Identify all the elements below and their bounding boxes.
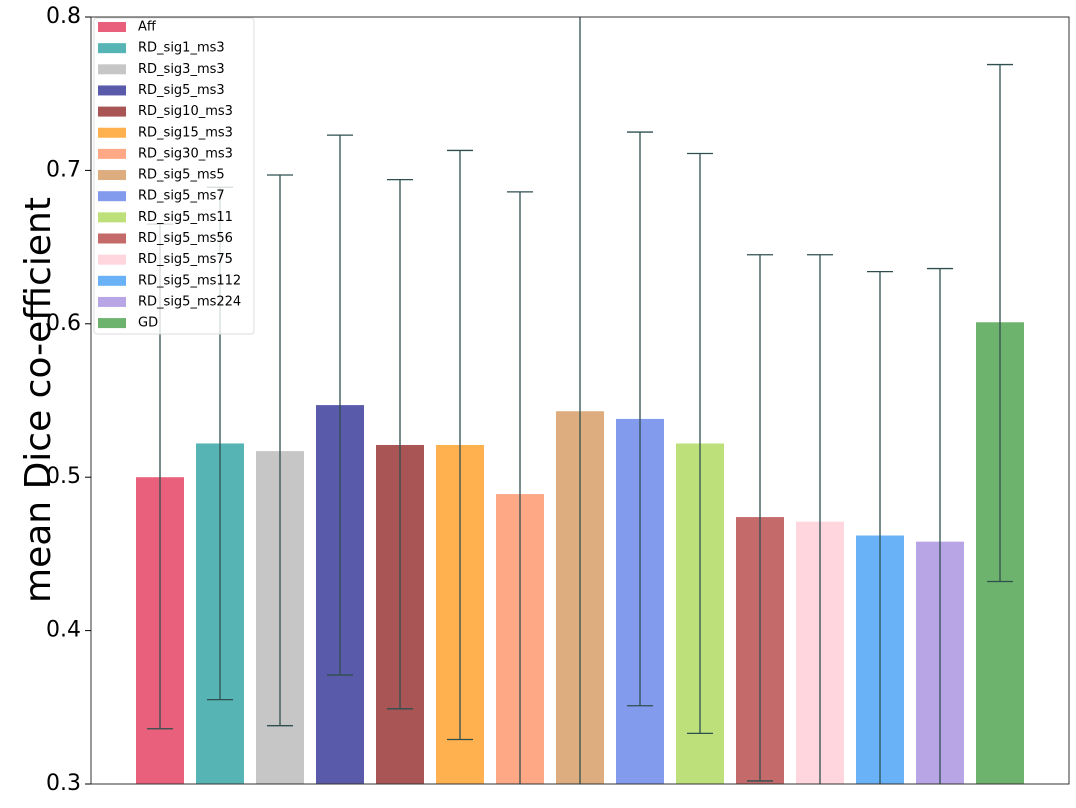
legend: Aff RD_sig1_ms3 RD_sig3_ms3 RD_sig5_ms3 RD_s… bbox=[93, 17, 255, 335]
legend-swatch bbox=[98, 43, 126, 54]
legend-label: RD_sig5_ms75 bbox=[138, 252, 233, 267]
legend-label: RD_sig10_ms3 bbox=[138, 104, 233, 119]
legend-label: RD_sig15_ms3 bbox=[138, 125, 233, 140]
legend-label: RD_sig5_ms7 bbox=[138, 189, 225, 204]
legend-swatch bbox=[98, 233, 126, 244]
legend-swatch bbox=[98, 170, 126, 181]
legend-swatch bbox=[98, 212, 126, 223]
error-bars-group bbox=[147, 17, 1013, 784]
y-tick-label: 0.4 bbox=[46, 618, 81, 643]
y-axis-label: mean Dice co-efficient bbox=[18, 197, 59, 603]
plot-frame bbox=[90, 16, 1070, 785]
legend-label: Aff bbox=[138, 20, 157, 35]
legend-label: RD_sig30_ms3 bbox=[138, 146, 233, 161]
y-tick-label: 0.8 bbox=[46, 4, 81, 29]
legend-swatch bbox=[98, 85, 126, 96]
y-tick-label: 0.5 bbox=[46, 464, 81, 489]
legend-swatch bbox=[98, 254, 126, 265]
y-tick-label: 0.6 bbox=[46, 311, 81, 336]
legend-label: RD_sig5_ms5 bbox=[138, 168, 225, 183]
legend-label: GD bbox=[138, 316, 158, 331]
legend-swatch bbox=[98, 296, 126, 307]
legend-swatch bbox=[98, 22, 126, 32]
legend-swatch bbox=[98, 106, 126, 117]
legend-swatch bbox=[98, 191, 126, 202]
legend-swatch bbox=[98, 148, 126, 159]
y-axis: 0.3 0.4 0.5 0.6 0.7 0.8 bbox=[46, 4, 91, 796]
legend-label: RD_sig5_ms11 bbox=[138, 210, 233, 225]
legend-label: RD_sig1_ms3 bbox=[138, 41, 225, 56]
y-tick-label: 0.7 bbox=[46, 157, 81, 182]
legend-box bbox=[93, 17, 255, 335]
legend-label: RD_sig5_ms112 bbox=[138, 273, 241, 288]
legend-swatch bbox=[98, 64, 126, 75]
legend-label: RD_sig3_ms3 bbox=[138, 62, 225, 77]
legend-swatch bbox=[98, 127, 126, 138]
legend-label: RD_sig5_ms224 bbox=[138, 294, 241, 309]
y-tick-label: 0.3 bbox=[46, 771, 81, 796]
legend-label: RD_sig5_ms3 bbox=[138, 83, 225, 98]
legend-label: RD_sig5_ms56 bbox=[138, 231, 233, 246]
legend-swatch bbox=[98, 318, 126, 329]
legend-swatch bbox=[98, 275, 126, 286]
